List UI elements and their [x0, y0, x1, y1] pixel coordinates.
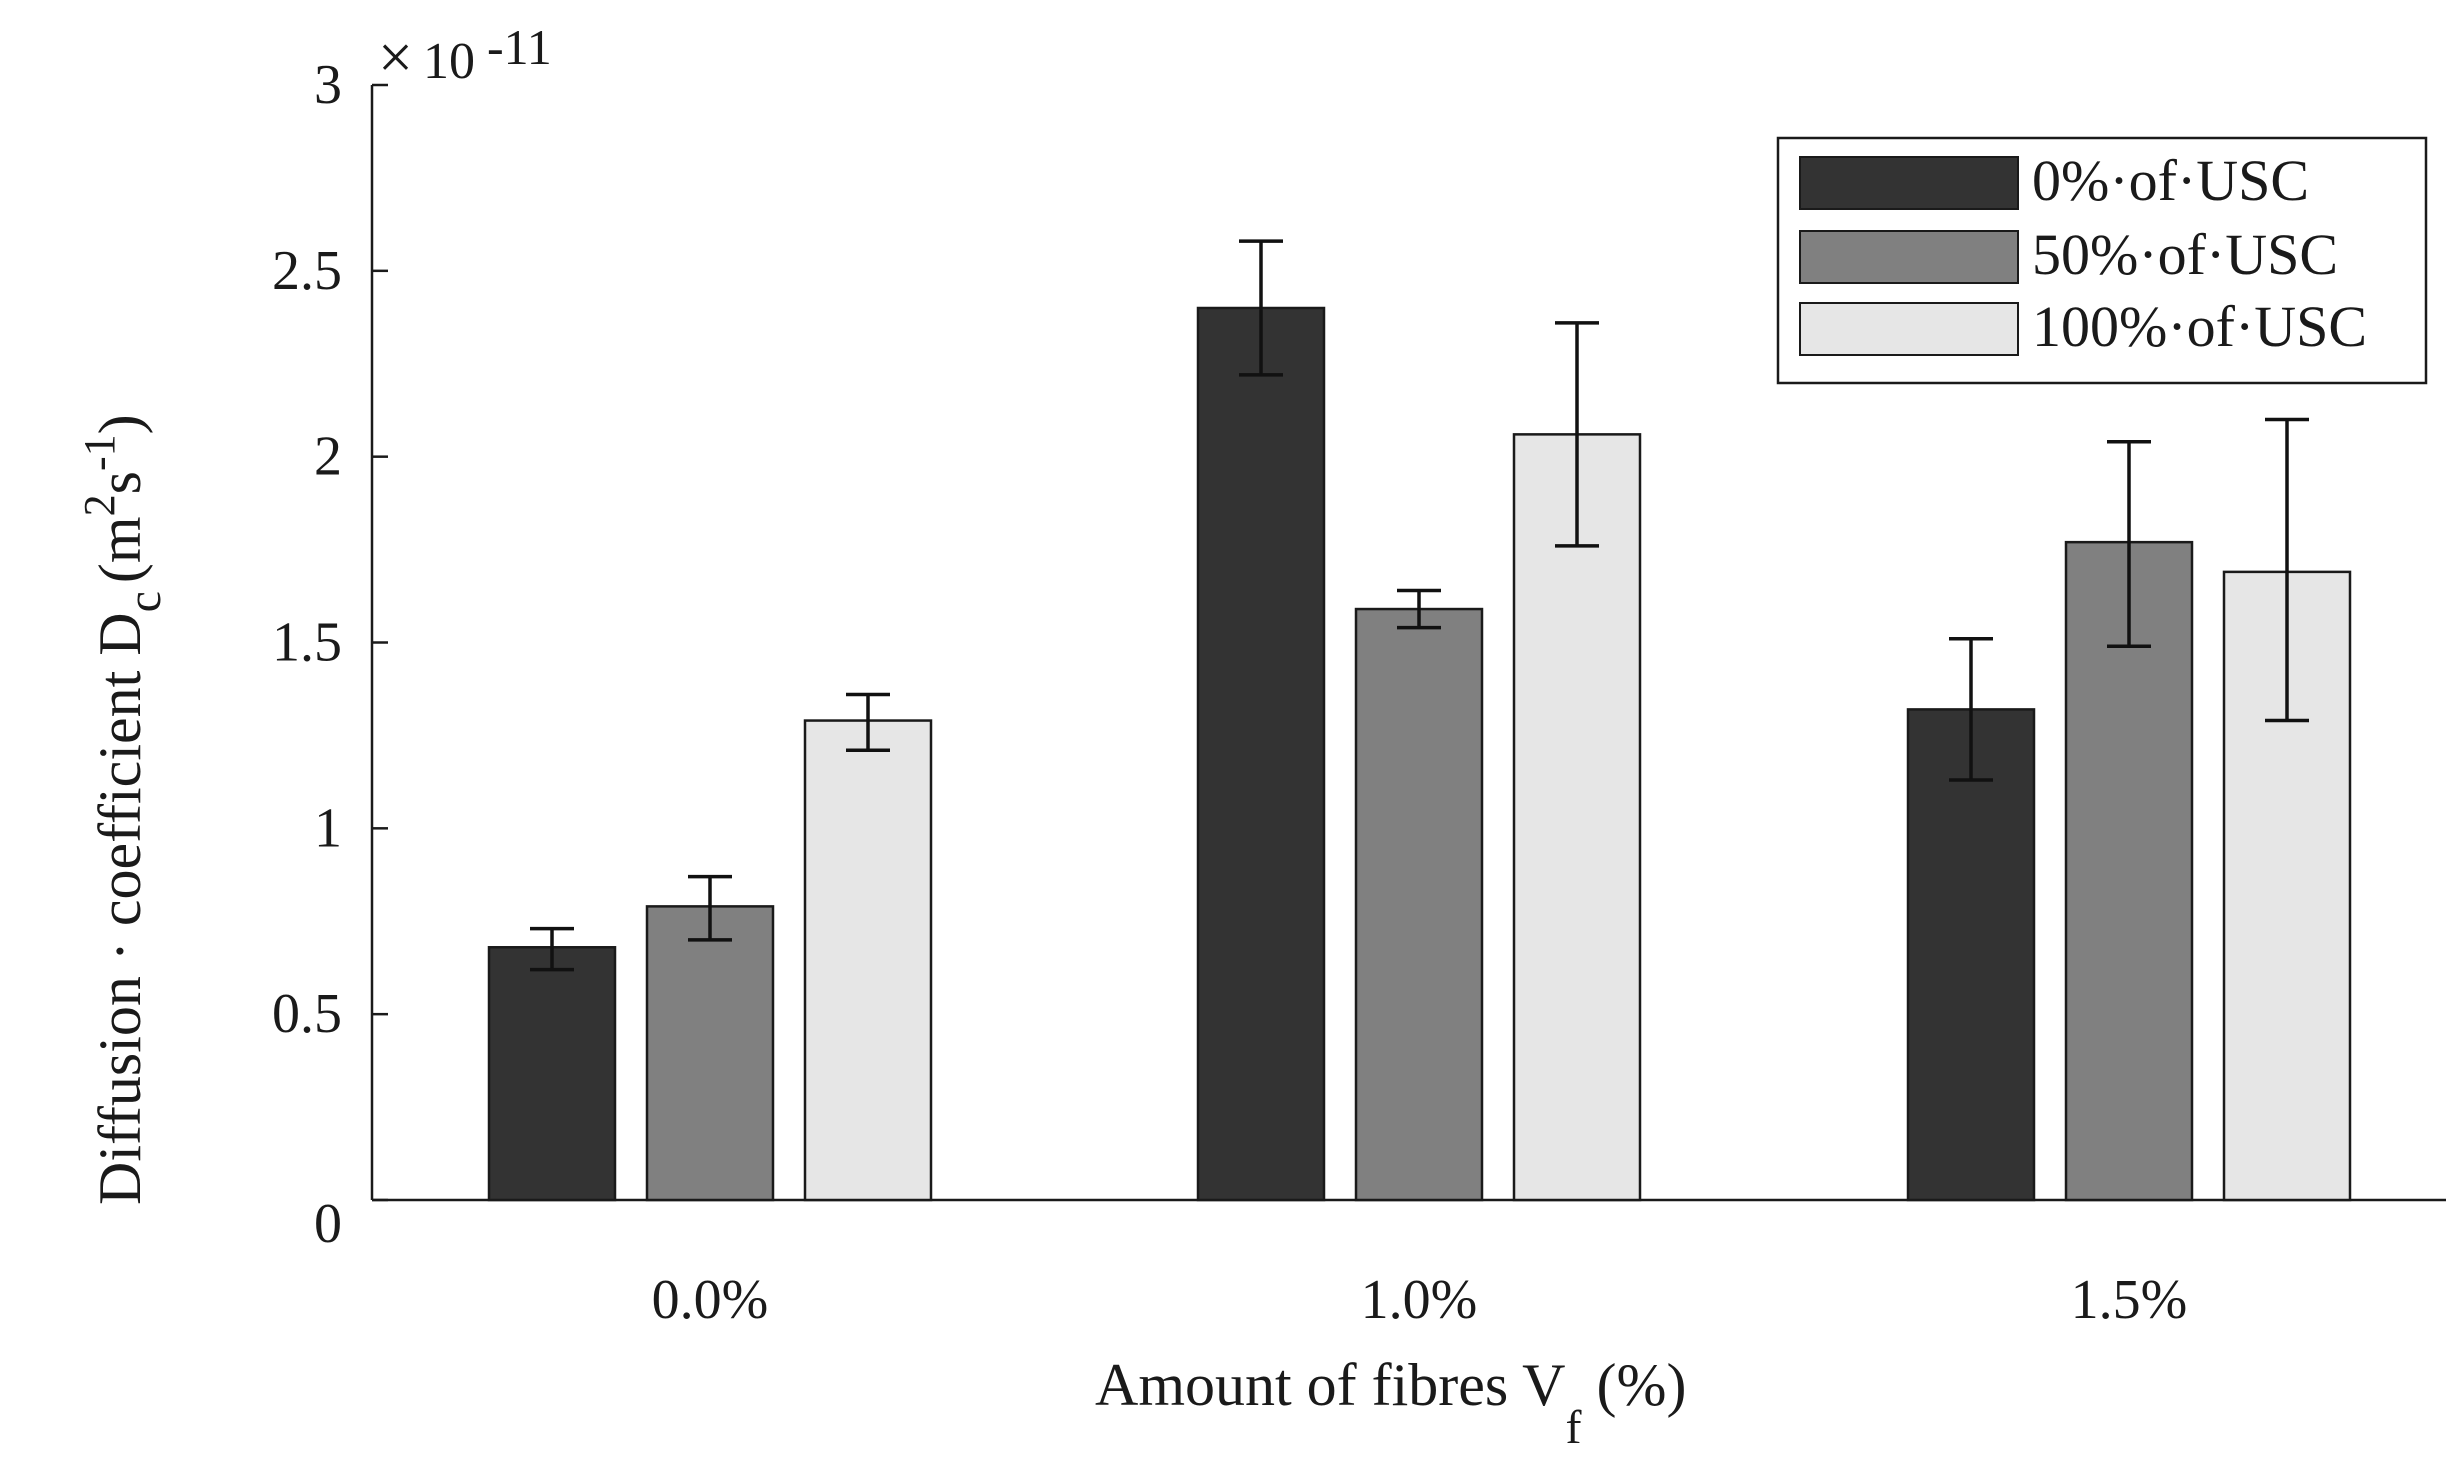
- x-category-label: 1.0%: [1361, 1269, 1478, 1331]
- y-multiplier-symbol: ×: [378, 24, 413, 92]
- bar-1-2: [1512, 433, 1642, 1202]
- legend-label-1: 50%·of·USC: [2032, 222, 2338, 287]
- bar-0-0: [487, 946, 617, 1202]
- x-axis-title-suffix: (%): [1582, 1352, 1687, 1418]
- bar-2-1: [2064, 540, 2194, 1202]
- x-category-label: 0.0%: [652, 1269, 769, 1331]
- y-axis-title-sub: c: [118, 591, 171, 612]
- y-tick-label: 2: [314, 426, 342, 488]
- y-axis-unit-close: ): [87, 414, 153, 434]
- y-tick-label: 3: [314, 54, 342, 116]
- y-tick-label: 0.5: [272, 983, 342, 1045]
- x-axis-title-main: Amount of fibres V: [1095, 1352, 1566, 1418]
- y-axis-unit-neg1: -1: [75, 434, 124, 471]
- y-ticks: 0 0.5 1 1.5 2 2.5 3: [272, 54, 388, 1255]
- y-tick-label: 0: [314, 1193, 342, 1255]
- y-axis-title: Diffusion · coefficient Dc (m2s-1): [75, 414, 171, 1205]
- legend-swatch-1: [1799, 230, 2019, 284]
- y-tick-label: 1.5: [272, 612, 342, 674]
- legend-label-0: 0%·of·USC: [2032, 148, 2309, 213]
- bar-0-2: [803, 719, 933, 1202]
- bar-1-0: [1196, 306, 1326, 1202]
- legend-swatch-0: [1799, 156, 2019, 210]
- legend-label-2: 100%·of·USC: [2032, 294, 2367, 359]
- y-tick-label: 1: [314, 797, 342, 859]
- x-categories: 0.0% 1.0% 1.5%: [652, 1269, 2188, 1331]
- bar-1-1: [1354, 607, 1484, 1202]
- x-axis-title: Amount of fibres Vf (%): [1095, 1352, 1686, 1454]
- bar-2-0: [1906, 708, 2036, 1202]
- legend: 0%·of·USC 50%·of·USC 100%·of·USC: [1776, 136, 2428, 385]
- y-axis-unit-open: (m: [87, 516, 153, 583]
- bar-0-1: [645, 905, 775, 1202]
- y-axis-unit-sq: 2: [75, 494, 124, 516]
- y-axis-unit-s: s: [87, 471, 153, 494]
- y-axis-title-main: Diffusion · coefficient D: [87, 612, 153, 1205]
- x-category-label: 1.5%: [2071, 1269, 2188, 1331]
- x-axis-title-sub: f: [1566, 1401, 1582, 1454]
- y-multiplier-base: 10: [423, 33, 475, 90]
- y-multiplier: × 10 -11: [378, 19, 552, 92]
- error-bars: [530, 239, 2309, 972]
- bars: [487, 306, 2352, 1202]
- y-tick-label: 2.5: [272, 240, 342, 302]
- legend-swatch-2: [1799, 302, 2019, 356]
- y-multiplier-exponent: -11: [487, 19, 552, 75]
